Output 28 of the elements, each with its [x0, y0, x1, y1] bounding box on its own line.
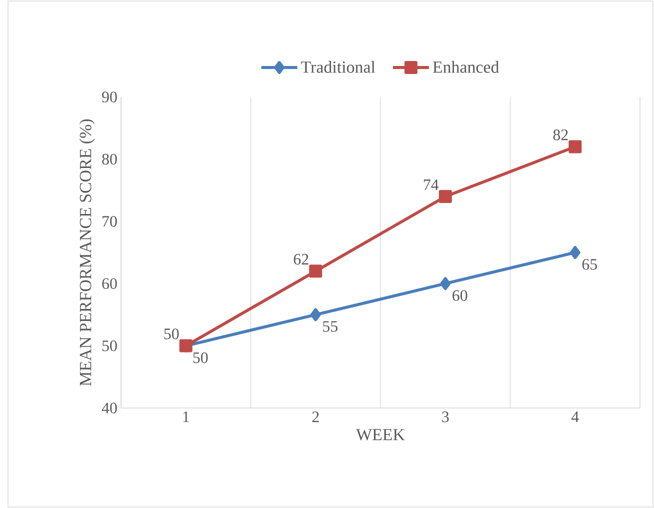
data-label: 60 [452, 290, 468, 301]
legend-label: Enhanced [432, 60, 500, 73]
point [438, 190, 452, 204]
point [310, 308, 321, 322]
point [440, 277, 451, 290]
legend-label: Traditional [301, 60, 376, 73]
x-tick-label: 2 [312, 412, 319, 422]
y-tick-label: 60 [102, 278, 117, 289]
point [570, 246, 580, 259]
data-label: 50 [193, 352, 208, 364]
y-tick-label: 70 [102, 216, 117, 227]
y-tick-label: 90 [102, 92, 117, 102]
data-label: 65 [582, 259, 597, 270]
x-tick-label: 1 [183, 412, 189, 422]
data-label: 62 [294, 254, 308, 265]
data-label: 82 [553, 129, 568, 140]
x-axis-title: WEEK [356, 429, 405, 440]
data-label: 50 [164, 328, 179, 340]
y-axis-title: MEAN PERFORMANCE SCORE (%) [79, 119, 95, 386]
point [568, 140, 582, 154]
y-tick-label: 50 [102, 340, 117, 352]
x-tick-label: 3 [442, 412, 449, 422]
point [309, 264, 322, 278]
y-tick-label: 80 [102, 154, 117, 165]
x-tick-label: 4 [571, 412, 579, 422]
y-tick-label: 40 [102, 402, 117, 414]
data-label: 74 [424, 180, 439, 190]
data-label: 55 [323, 321, 338, 332]
